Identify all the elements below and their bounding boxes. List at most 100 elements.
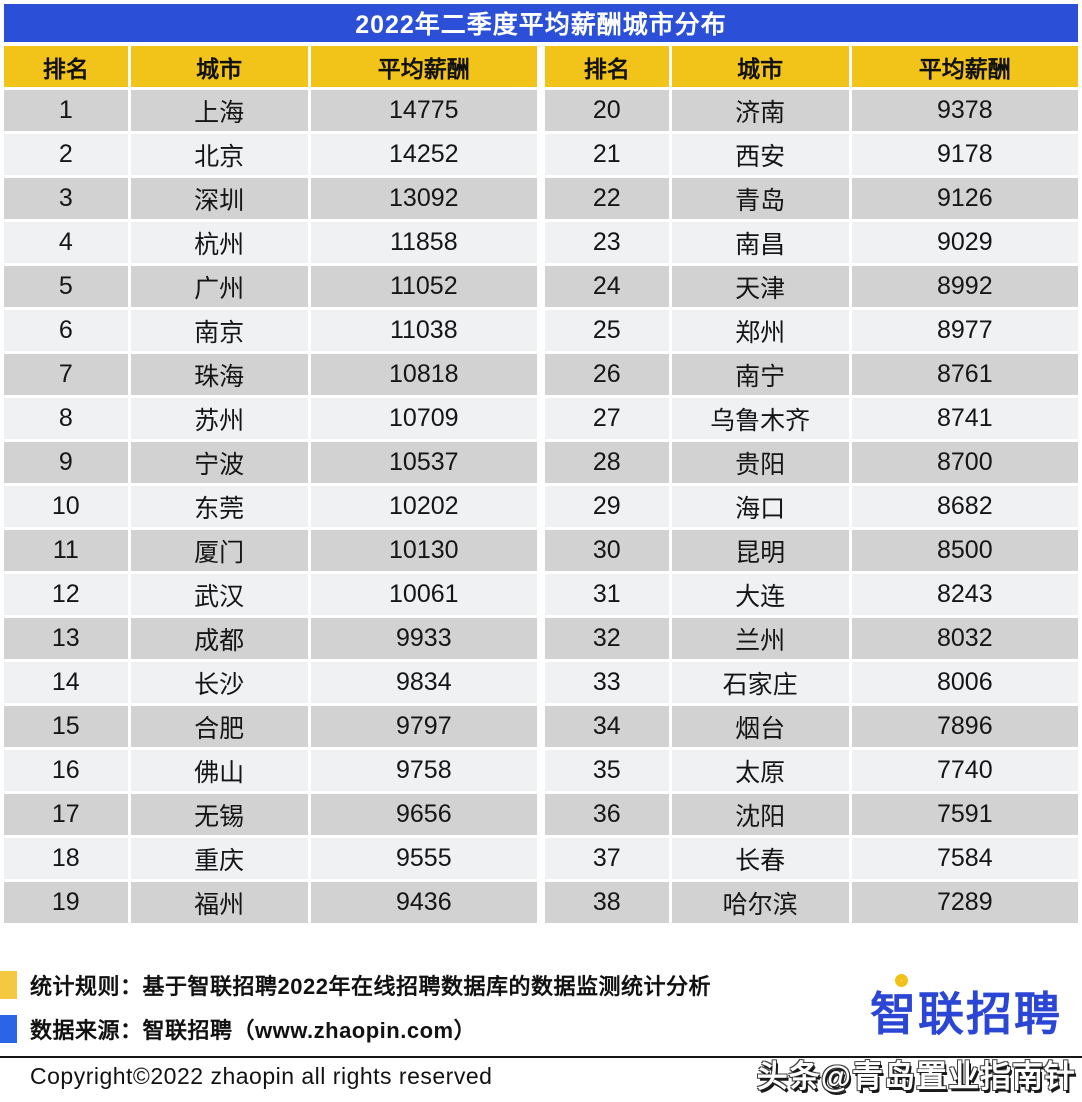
city-cell: 佛山	[130, 750, 308, 791]
city-cell: 乌鲁木齐	[671, 398, 849, 439]
rank-cell: 13	[4, 618, 128, 659]
city-cell: 重庆	[130, 838, 308, 879]
salary-cell: 10537	[310, 442, 537, 483]
table-row: 18 重庆 9555	[4, 838, 537, 879]
table-row: 16 佛山 9758	[4, 750, 537, 791]
rank-cell: 30	[545, 530, 669, 571]
city-cell: 南京	[130, 310, 308, 351]
salary-cell: 7289	[851, 882, 1078, 923]
rank-cell: 15	[4, 706, 128, 747]
salary-cell: 8761	[851, 354, 1078, 395]
rank-cell: 27	[545, 398, 669, 439]
salary-cell: 14252	[310, 134, 537, 175]
city-cell: 厦门	[130, 530, 308, 571]
table-row: 27 乌鲁木齐 8741	[545, 398, 1078, 439]
table-row: 20 济南 9378	[545, 90, 1078, 131]
rank-cell: 2	[4, 134, 128, 175]
city-cell: 昆明	[671, 530, 849, 571]
rank-cell: 20	[545, 90, 669, 131]
salary-cell: 9656	[310, 794, 537, 835]
table-row: 15 合肥 9797	[4, 706, 537, 747]
city-cell: 济南	[671, 90, 849, 131]
salary-cell: 10818	[310, 354, 537, 395]
city-cell: 珠海	[130, 354, 308, 395]
salary-cell: 8243	[851, 574, 1078, 615]
table-row: 1 上海 14775	[4, 90, 537, 131]
rank-cell: 3	[4, 178, 128, 219]
page-title: 2022年二季度平均薪酬城市分布	[4, 4, 1078, 42]
city-cell: 南昌	[671, 222, 849, 263]
table-row: 2 北京 14252	[4, 134, 537, 175]
rank-cell: 4	[4, 222, 128, 263]
salary-cell: 8992	[851, 266, 1078, 307]
city-cell: 广州	[130, 266, 308, 307]
city-cell: 沈阳	[671, 794, 849, 835]
city-cell: 杭州	[130, 222, 308, 263]
watermark-text: 头条@青岛置业指南针	[756, 1059, 1076, 1094]
rank-cell: 9	[4, 442, 128, 483]
rank-cell: 1	[4, 90, 128, 131]
table-right-panel: 排名 城市 平均薪酬 20 济南 9378 21 西安 9178 22 青岛 9126 23 南昌 9…	[545, 46, 1078, 926]
table-row: 38 哈尔滨 7289	[545, 882, 1078, 923]
rank-cell: 23	[545, 222, 669, 263]
column-header-rank: 排名	[4, 46, 128, 87]
rank-cell: 21	[545, 134, 669, 175]
salary-cell: 9834	[310, 662, 537, 703]
salary-cell: 10130	[310, 530, 537, 571]
table-row: 30 昆明 8500	[545, 530, 1078, 571]
salary-cell: 7740	[851, 750, 1078, 791]
rank-cell: 16	[4, 750, 128, 791]
rank-cell: 19	[4, 882, 128, 923]
rank-cell: 25	[545, 310, 669, 351]
rank-cell: 12	[4, 574, 128, 615]
column-header-rank: 排名	[545, 46, 669, 87]
zhaopin-logo-text: 智联招聘	[870, 988, 1062, 1040]
table-row: 4 杭州 11858	[4, 222, 537, 263]
table-row: 11 厦门 10130	[4, 530, 537, 571]
table-row: 32 兰州 8032	[545, 618, 1078, 659]
table-header: 排名 城市 平均薪酬	[4, 46, 537, 87]
table-row: 36 沈阳 7591	[545, 794, 1078, 835]
table-row: 12 武汉 10061	[4, 574, 537, 615]
salary-cell: 7896	[851, 706, 1078, 747]
column-header-city: 城市	[130, 46, 308, 87]
salary-cell: 10709	[310, 398, 537, 439]
table-row: 31 大连 8243	[545, 574, 1078, 615]
city-cell: 贵阳	[671, 442, 849, 483]
table-row: 37 长春 7584	[545, 838, 1078, 879]
table-row: 24 天津 8992	[545, 266, 1078, 307]
city-cell: 北京	[130, 134, 308, 175]
city-cell: 无锡	[130, 794, 308, 835]
rank-cell: 14	[4, 662, 128, 703]
rank-cell: 7	[4, 354, 128, 395]
table-row: 21 西安 9178	[545, 134, 1078, 175]
table-row: 10 东莞 10202	[4, 486, 537, 527]
salary-cell: 8700	[851, 442, 1078, 483]
table-row: 25 郑州 8977	[545, 310, 1078, 351]
city-cell: 郑州	[671, 310, 849, 351]
salary-cell: 8500	[851, 530, 1078, 571]
column-header-city: 城市	[671, 46, 849, 87]
rank-cell: 24	[545, 266, 669, 307]
city-cell: 西安	[671, 134, 849, 175]
city-cell: 南宁	[671, 354, 849, 395]
copyright-text: Copyright©2022 zhaopin all rights reserv…	[30, 1063, 493, 1089]
rank-cell: 35	[545, 750, 669, 791]
rank-cell: 11	[4, 530, 128, 571]
salary-cell: 10202	[310, 486, 537, 527]
table-row: 8 苏州 10709	[4, 398, 537, 439]
city-cell: 长春	[671, 838, 849, 879]
rank-cell: 6	[4, 310, 128, 351]
salary-cell: 9436	[310, 882, 537, 923]
salary-cell: 13092	[310, 178, 537, 219]
rank-cell: 33	[545, 662, 669, 703]
rank-cell: 28	[545, 442, 669, 483]
city-cell: 兰州	[671, 618, 849, 659]
salary-tables: 排名 城市 平均薪酬 1 上海 14775 2 北京 14252 3 深圳 13092 4 杭州 11…	[4, 46, 1078, 926]
city-cell: 天津	[671, 266, 849, 307]
salary-cell: 9178	[851, 134, 1078, 175]
city-cell: 福州	[130, 882, 308, 923]
table-row: 19 福州 9436	[4, 882, 537, 923]
column-header-salary: 平均薪酬	[310, 46, 537, 87]
